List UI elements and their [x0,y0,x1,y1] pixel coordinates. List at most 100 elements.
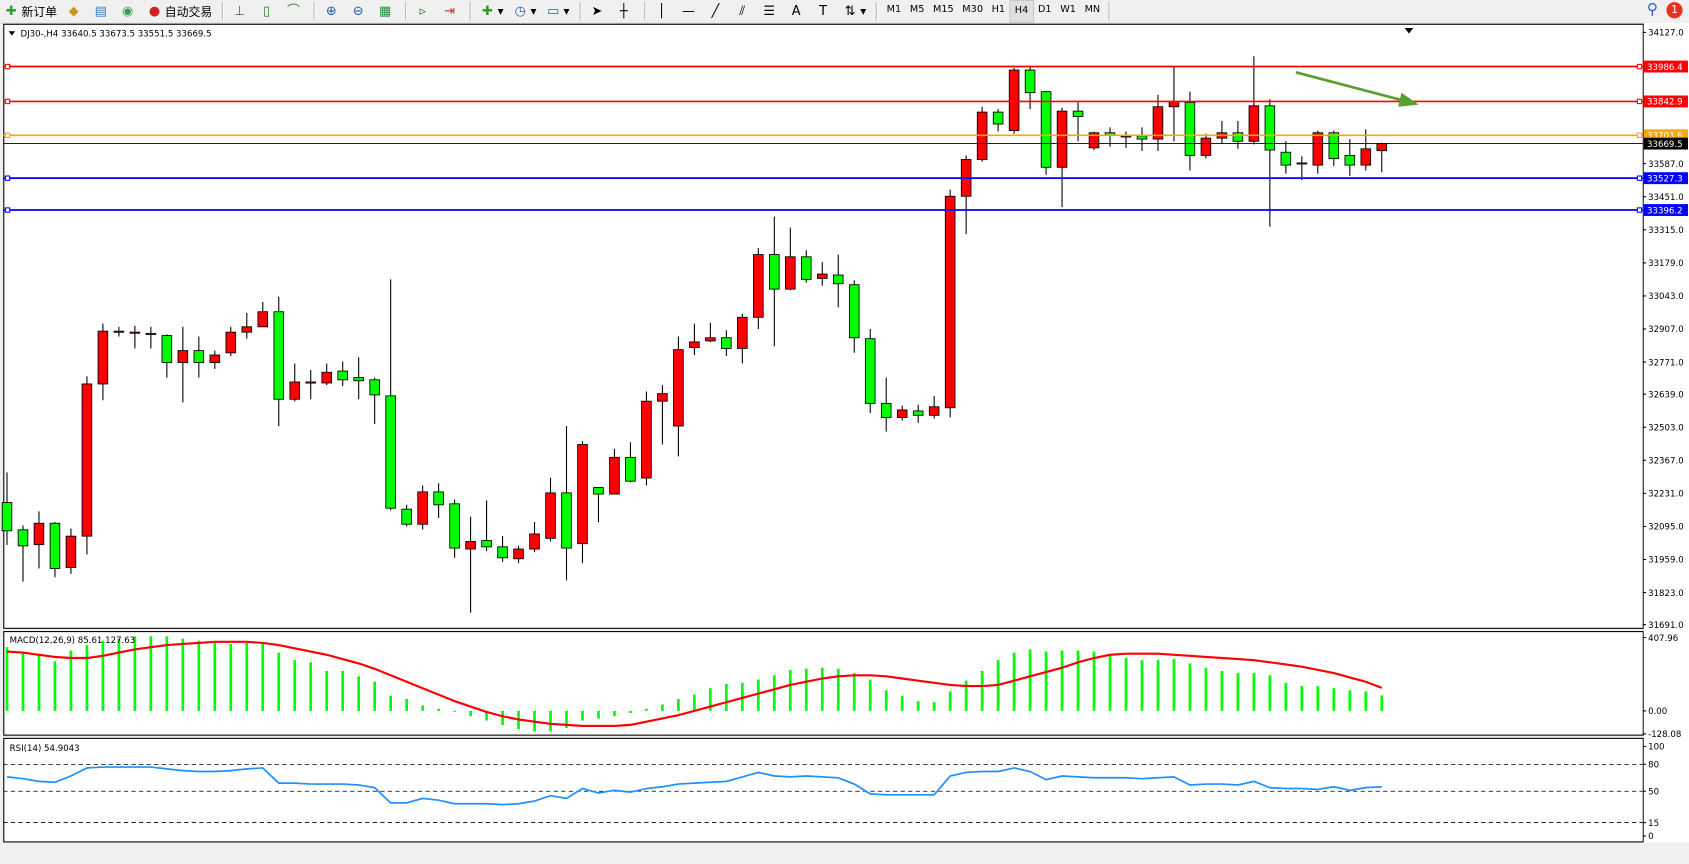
time-axis-bg [0,842,1689,864]
crosshair-icon: ┼ [619,3,628,19]
periods-button[interactable]: ◷ ▾ [509,1,540,21]
price-tick-label: 31959.0 [1648,556,1684,566]
cursor-button[interactable]: ➤ [586,1,611,21]
candle [161,334,173,378]
bearish-candle-body [337,370,348,381]
trendline-button[interactable]: ╱ [704,1,729,21]
crosshair-button[interactable]: ┼ [612,1,637,21]
bearish-candle-body [864,338,876,404]
text-button[interactable]: A [785,1,810,21]
toolbar-separator [643,2,646,21]
bearish-candle-body [1040,91,1052,168]
timeframe-m30[interactable]: M30 [962,4,984,16]
periods-icon: ◷ [514,3,526,19]
candle [497,536,508,562]
level-line-handle[interactable] [1636,207,1643,213]
timeframe-mn[interactable]: MN [1084,4,1101,16]
candle [769,216,780,347]
price-tick-label: 32639.0 [1648,390,1684,400]
level-line-handle[interactable] [1636,63,1643,70]
timeframe-m15[interactable]: M15 [932,4,954,16]
arrows-icon: ⇅ [844,3,856,19]
bullish-candle-body [113,330,125,333]
new-order-button[interactable]: ✚ 新订单 [0,1,60,21]
bullish-candle-body [97,330,109,385]
autoscroll-button[interactable]: ⇥ [438,1,463,21]
bearish-candle-body [193,350,205,363]
bearish-candle-body [1328,132,1340,159]
candlestick-button[interactable]: ▯ [255,1,280,21]
candle [625,442,636,483]
price-tick-label: 32771.0 [1648,358,1684,368]
zoom-in-button[interactable]: ⊕ [320,1,345,21]
level-line-handle[interactable] [1636,98,1643,105]
zoom-out-button[interactable]: ⊖ [347,1,372,21]
bar-chart-button[interactable]: ⊥ [228,1,253,21]
zoom-in-icon: ⊕ [325,3,337,19]
level-line-handle[interactable] [4,132,11,139]
candle [721,330,732,356]
level-line-handle[interactable] [4,175,11,181]
auto-trading-button[interactable]: ● 自动交易 [143,1,215,21]
timeframe-m1[interactable]: M1 [886,4,902,16]
bar-chart-icon: ⊥ [234,3,246,19]
bid-price-tag [1643,137,1688,150]
timeframe-w1[interactable]: W1 [1060,4,1076,16]
candle [673,336,684,457]
indicators-button[interactable]: ✚ ▾ [476,1,507,21]
price-tick-label: 32907.0 [1648,325,1684,335]
candle [1200,133,1212,159]
vertical-line-button[interactable]: │ [650,1,675,21]
fibonacci-button[interactable]: ☰ [758,1,783,21]
macd-tick-label: 407.96 [1648,634,1678,644]
level-line-handle[interactable] [4,63,11,70]
bearish-candle-body [992,111,1004,125]
bullish-candle-body [225,331,237,354]
level-line-handle[interactable] [4,207,11,213]
horizontal-line-icon: — [681,3,695,19]
level-line-handle[interactable] [1636,132,1643,139]
text-label-button[interactable]: T [812,1,837,21]
signals-icon: ◉ [121,3,134,19]
chart-shift-button[interactable]: ▹ [411,1,436,21]
bearish-candle-body [1024,69,1036,94]
text-label-icon: T [819,3,828,19]
chart-window[interactable]: 34127.0 33587.0 33451.0 33315.0 33179.0 33043… [0,22,1689,864]
timeframe-m5[interactable]: M5 [909,4,925,16]
candle [529,522,540,553]
chart-header-rest: ,H4 33640.5 33673.5 33551.5 33669.5 [44,30,212,40]
timeframe-h1[interactable]: H1 [991,4,1006,16]
arrows-button[interactable]: ⇅ ▾ [839,1,870,21]
candle [928,395,940,419]
chart-shift-icon: ▹ [419,3,427,19]
level-line-handle[interactable] [4,98,11,105]
timeframe-d1[interactable]: D1 [1037,4,1052,16]
timeframe-h4[interactable]: H4 [1009,0,1034,23]
bearish-candle-body [625,456,636,482]
horizontal-line-button[interactable]: — [677,1,702,21]
templates-button[interactable]: ▭ ▾ [547,3,570,19]
level-line-handle[interactable] [1636,175,1643,181]
bid-price-label: 33669.5 [1647,140,1683,150]
equidistant-channel-button[interactable]: ⫽ [731,1,756,21]
chart-symbol: DJ30- [20,30,43,40]
dropdown-triangle-icon[interactable] [8,31,16,36]
candle [385,279,396,511]
notification-badge[interactable]: 1 [1666,1,1683,18]
bearish-candle-body [880,402,892,418]
bullish-candle-body [289,381,301,400]
signals-button[interactable]: ◉ [116,1,141,21]
search-icon[interactable]: ⚲ [1646,1,1658,19]
zoom-out-icon: ⊖ [352,3,364,19]
line-chart-button[interactable]: ⌒ [282,1,307,21]
navigator-button[interactable]: ▤ [89,1,114,21]
market-watch-button[interactable]: ◆ [62,1,87,21]
candle [689,323,700,356]
candle [1264,99,1276,227]
tile-windows-button[interactable]: ▦ [374,1,399,21]
candle [321,363,332,386]
candle [417,485,428,530]
bearish-candle-body [353,377,364,382]
bearish-candle-body [449,503,460,549]
candle [369,377,380,425]
